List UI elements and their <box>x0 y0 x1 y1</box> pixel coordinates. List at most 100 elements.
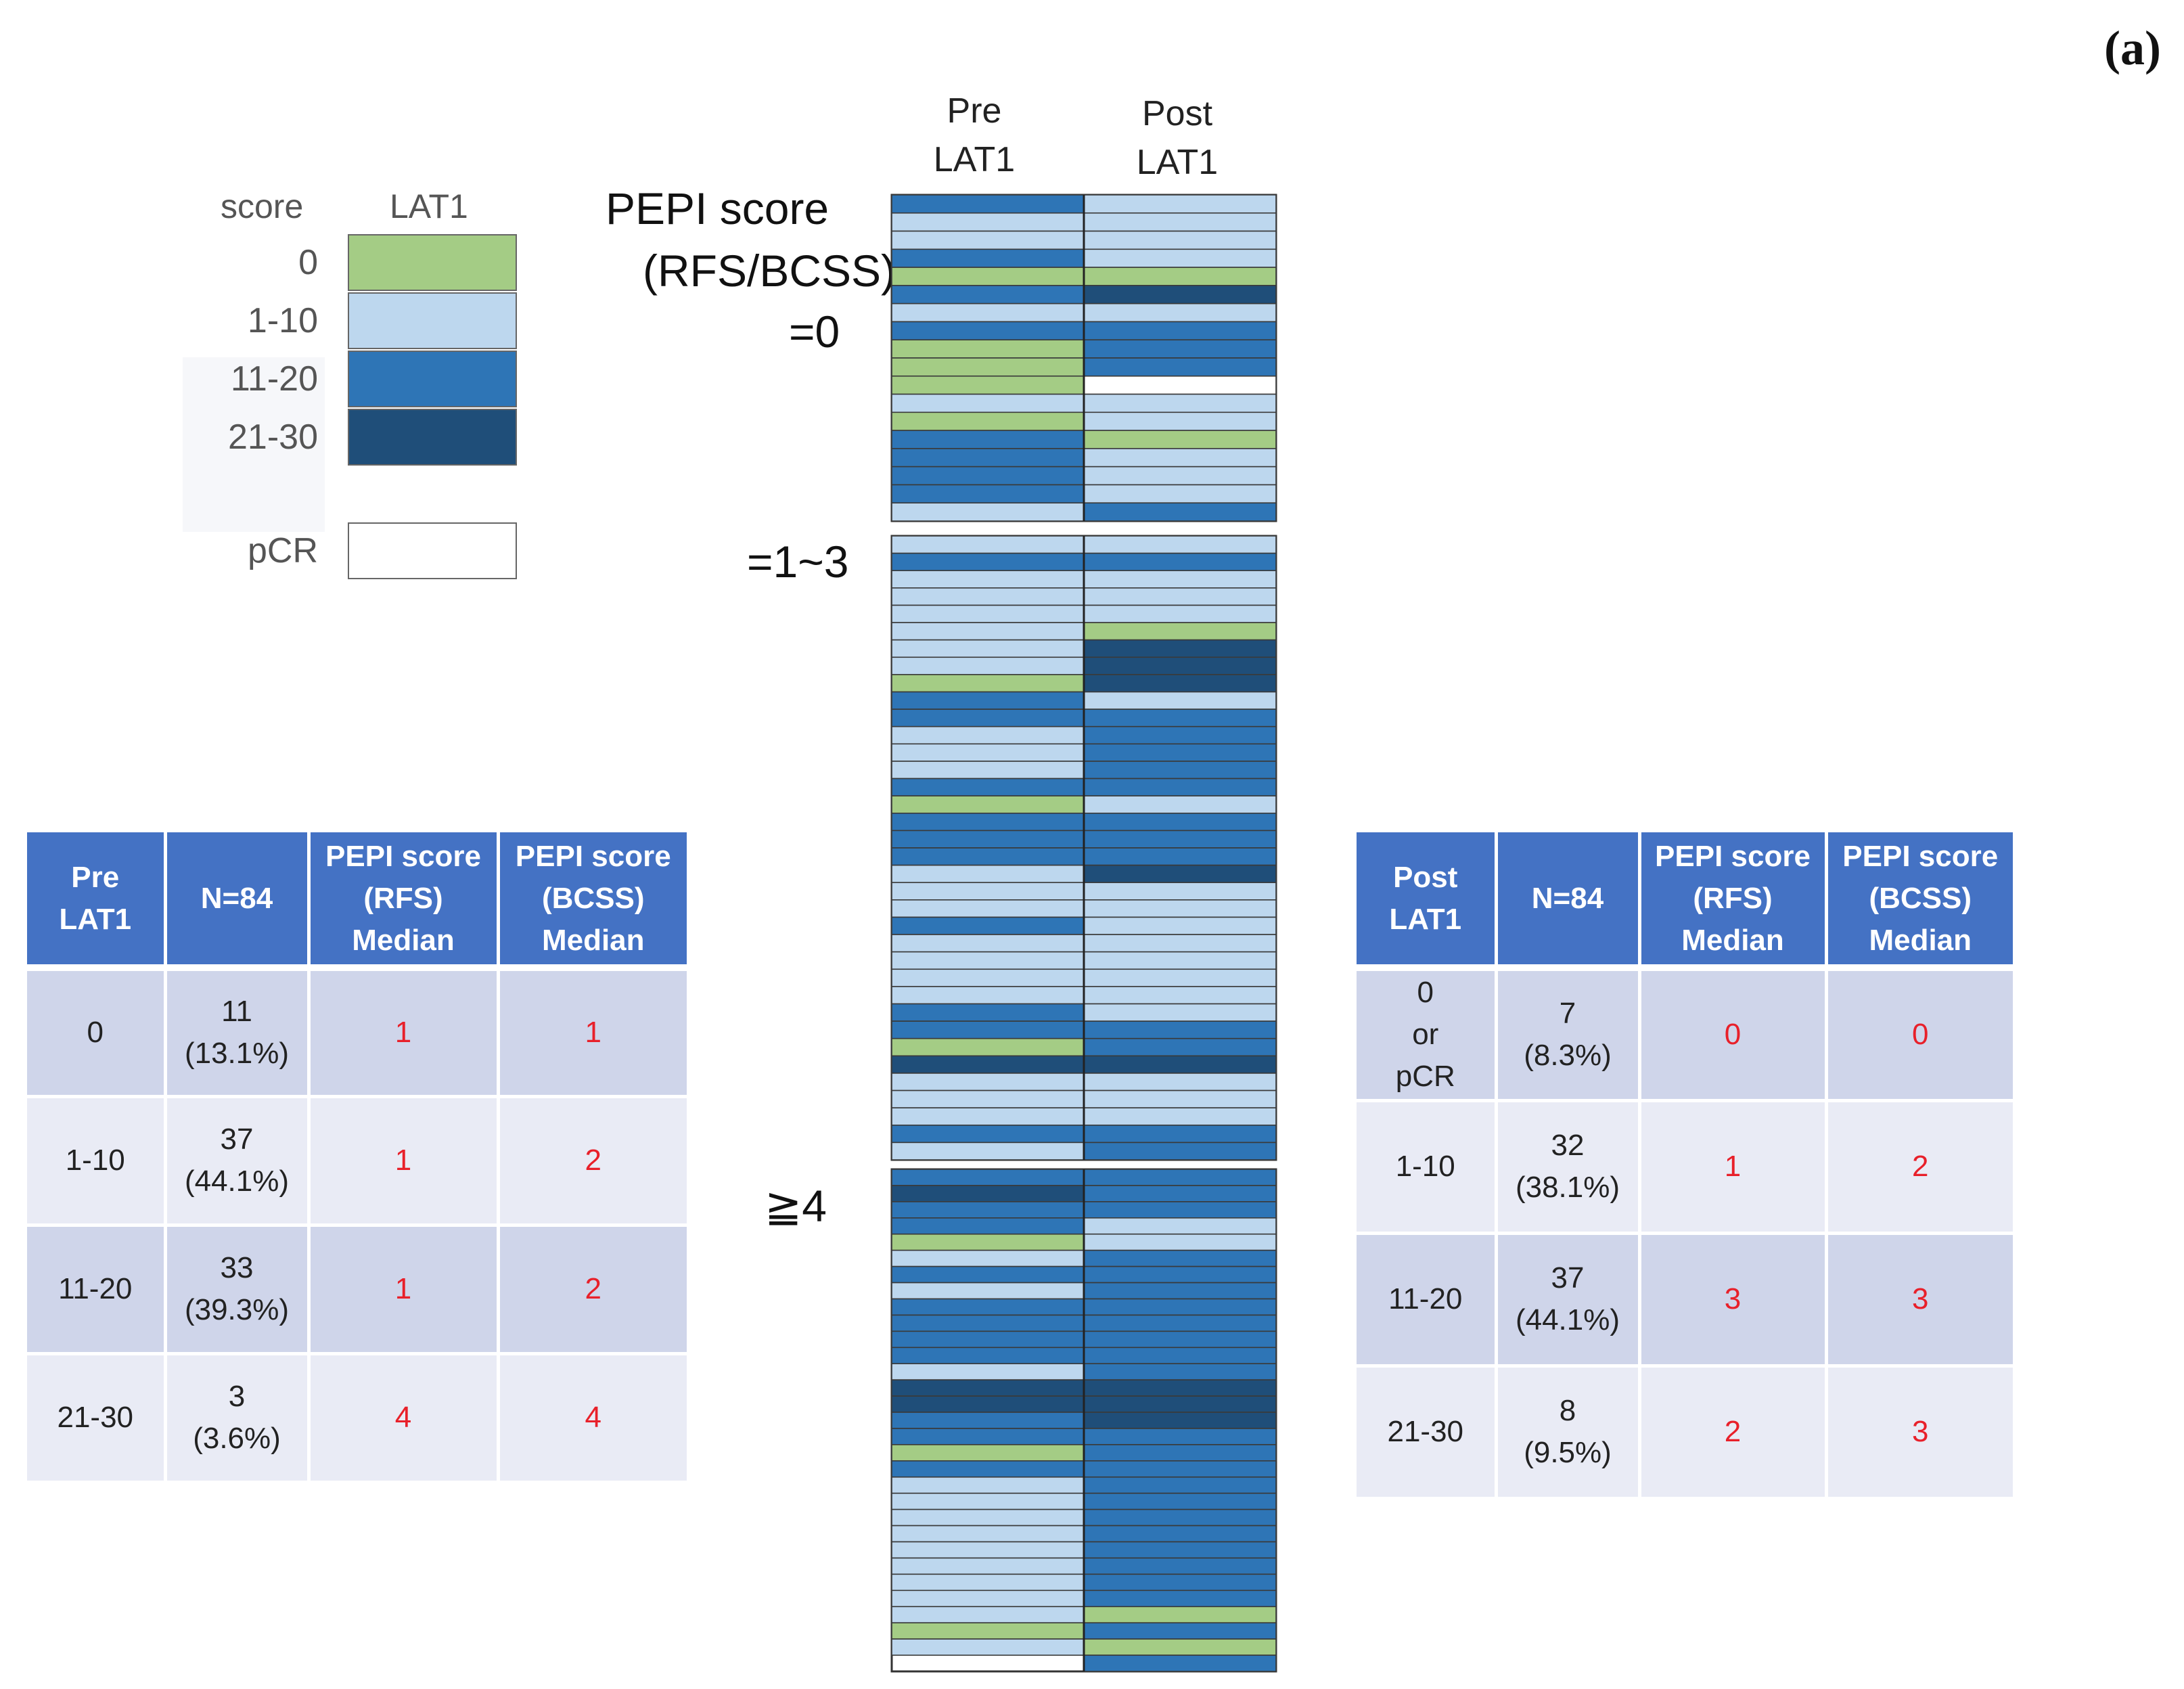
heatmap-cell-post <box>1083 1249 1277 1267</box>
score-cell: 21-30 <box>1357 1366 1498 1500</box>
heatmap-cell-pre <box>891 1379 1085 1397</box>
heatmap-cell-pre <box>891 248 1085 268</box>
heatmap-cell-pre <box>891 357 1085 377</box>
legend-header-score: score <box>221 187 304 225</box>
score-cell: 21-30 <box>27 1353 167 1484</box>
score-cell: 1-10 <box>27 1096 167 1227</box>
heatmap-cell-post <box>1083 778 1277 796</box>
heatmap-column-pre: Pre LAT1 <box>880 87 1069 184</box>
heatmap-column-post-label: Post LAT1 <box>1136 94 1219 182</box>
header-post-lat1: Post LAT1 <box>1357 832 1498 971</box>
heatmap-cell-post <box>1083 708 1277 727</box>
heatmap-cell-post <box>1083 1185 1277 1202</box>
heatmap-cell-pre <box>891 1233 1085 1251</box>
legend: score LAT1 0 1-10 11-20 21-30 pCR <box>183 176 534 582</box>
heatmap-cell-pre <box>891 302 1085 323</box>
heatmap-cell-post <box>1083 194 1277 214</box>
heatmap-cell-pre <box>891 285 1085 305</box>
heatmap-cell-pre <box>891 968 1085 987</box>
heatmap-cell-pre <box>891 743 1085 762</box>
heatmap-cell-post <box>1083 1020 1277 1039</box>
heatmap-cell-post <box>1083 1590 1277 1608</box>
heatmap-cell-pre <box>891 1428 1085 1445</box>
group-label-1-3: =1~3 <box>747 537 849 587</box>
heatmap-cell-post <box>1083 1298 1277 1316</box>
bcss-median-cell: 2 <box>498 1225 687 1355</box>
heatmap-cell-post <box>1083 1037 1277 1057</box>
heatmap-cell-pre <box>891 466 1085 486</box>
table-row: 0 or pCR 7 (8.3%) 0 0 <box>1357 968 2013 1102</box>
heatmap-cell-pre <box>891 230 1085 250</box>
heatmap-cell-pre <box>891 708 1085 727</box>
heatmap-cell-post <box>1083 1541 1277 1559</box>
score-cell: 0 or pCR <box>1357 968 1498 1102</box>
heatmap-cell-post <box>1083 321 1277 341</box>
score-cell: 11-20 <box>1357 1233 1498 1368</box>
heatmap-cell-post <box>1083 1622 1277 1640</box>
table-row: 0 11 (13.1%) 1 1 <box>27 968 687 1098</box>
heatmap-cell-pre <box>891 1124 1085 1144</box>
heatmap-cell-pre <box>891 916 1085 935</box>
heatmap-cell-pre <box>891 1073 1085 1091</box>
bcss-median-cell: 0 <box>1826 968 2013 1102</box>
heatmap-cell-post <box>1083 812 1277 832</box>
legend-label-pcr: pCR <box>247 531 318 570</box>
heatmap-cell-pre <box>891 212 1085 232</box>
heatmap-cell-pre <box>891 1541 1085 1559</box>
heatmap-cell-post <box>1083 1573 1277 1592</box>
heatmap-cell-pre <box>891 778 1085 796</box>
heatmap-cell-pre <box>891 1298 1085 1316</box>
group-label-4-plus: ≧4 <box>765 1181 827 1231</box>
heatmap-cell-post <box>1083 535 1277 554</box>
header-pepi-rfs: PEPI score (RFS) Median <box>309 832 500 971</box>
heatmap-cell-pre <box>891 986 1085 1005</box>
blue-swatch-icon <box>348 351 517 407</box>
legend-label-1-10: 1-10 <box>247 301 318 340</box>
heatmap-cell-post <box>1083 1314 1277 1332</box>
heatmap-cell-pre <box>891 430 1085 449</box>
heatmap-cell-pre <box>891 411 1085 431</box>
heatmap-cell-post <box>1083 761 1277 780</box>
heatmap-cell-pre <box>891 1330 1085 1349</box>
rfs-median-cell: 1 <box>1639 1100 1828 1235</box>
heatmap-cell-pre <box>891 321 1085 341</box>
heatmap-cell-post <box>1083 1201 1277 1219</box>
legend-row-shade <box>183 413 325 532</box>
rfs-median-cell: 3 <box>1639 1233 1828 1368</box>
heatmap-cell-post <box>1083 622 1277 641</box>
heatmap-cell-post <box>1083 484 1277 504</box>
bcss-median-cell: 1 <box>498 968 687 1098</box>
heatmap-cell-pre <box>891 1201 1085 1219</box>
rfs-median-cell: 1 <box>309 1096 500 1227</box>
heatmap-cell-post <box>1083 1282 1277 1300</box>
score-cell: 1-10 <box>1357 1100 1498 1235</box>
heatmap-cell-pre <box>891 1573 1085 1592</box>
heatmap-cell-post <box>1083 864 1277 884</box>
heatmap-cell-pre <box>891 1590 1085 1608</box>
heatmap-cell-pre <box>891 882 1085 901</box>
heatmap-cell-post <box>1083 674 1277 693</box>
heatmap-cell-post <box>1083 230 1277 250</box>
heatmap-cell-post <box>1083 552 1277 572</box>
heatmap-cell-pre <box>891 448 1085 468</box>
heatmap-cell-pre <box>891 1107 1085 1126</box>
heatmap-cell-pre <box>891 552 1085 572</box>
heatmap-cell-pre <box>891 830 1085 849</box>
heatmap-cell-post <box>1083 1428 1277 1445</box>
legend-row-shade <box>183 357 325 414</box>
header-pre-lat1: Pre LAT1 <box>27 832 167 971</box>
heatmap-cell-pre <box>891 1363 1085 1380</box>
heatmap-cell-post <box>1083 916 1277 935</box>
heatmap-cell-pre <box>891 1622 1085 1640</box>
white-swatch-icon <box>348 522 517 579</box>
table-row: 21-30 8 (9.5%) 2 3 <box>1357 1366 2013 1500</box>
header-n: N=84 <box>165 832 311 971</box>
heatmap-cell-pre <box>891 1185 1085 1202</box>
dark-blue-swatch-icon <box>348 409 517 466</box>
rfs-median-cell: 0 <box>1639 968 1828 1102</box>
score-cell: 11-20 <box>27 1225 167 1355</box>
heatmap-cell-post <box>1083 1508 1277 1527</box>
heatmap-cell-pre <box>891 1055 1085 1074</box>
heatmap-column-post: Post LAT1 <box>1083 89 1272 187</box>
group-label-0: =0 <box>789 307 840 357</box>
